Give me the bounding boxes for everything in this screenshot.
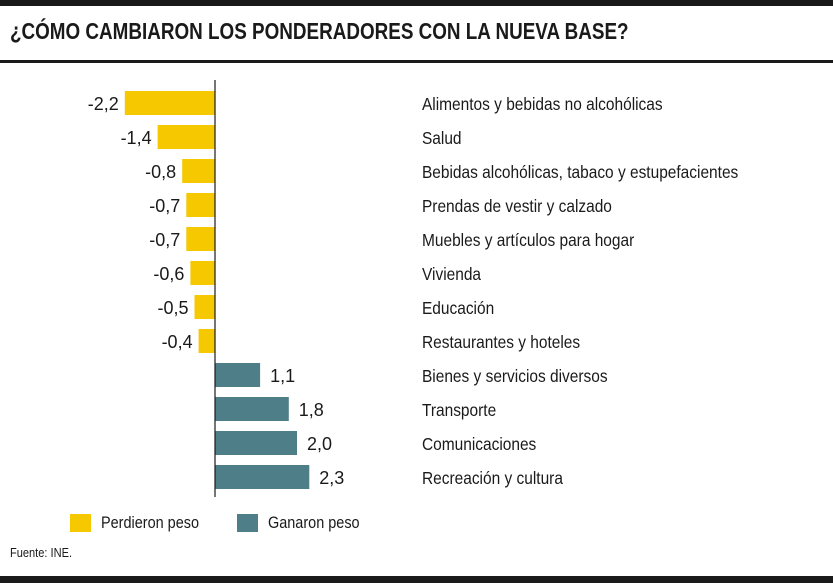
bar-value-label-9: 1,1 <box>270 366 295 386</box>
legend-gained: Ganaron peso <box>237 513 376 533</box>
bar-chart: -2,2 Alimentos y bebidas no alcohólicas -1… <box>88 80 738 497</box>
bar-value-label-1: -2,2 <box>88 94 119 114</box>
bar-value-label-8: -0,4 <box>162 332 193 352</box>
category-label-9: Bienes y servicios diversos <box>422 366 608 386</box>
bar-8 <box>198 329 215 353</box>
category-label-3: Bebidas alcohólicas, tabaco y estupefaci… <box>422 162 738 182</box>
category-label-4: Prendas de vestir y calzado <box>422 196 612 216</box>
top-rule <box>0 0 833 6</box>
bar-value-label-4: -0,7 <box>149 196 180 216</box>
title-rule <box>0 60 833 63</box>
bar-value-label-11: 2,0 <box>307 434 332 454</box>
bar-value-label-7: -0,5 <box>157 298 188 318</box>
category-label-7: Educación <box>422 298 494 318</box>
category-label-1: Alimentos y bebidas no alcohólicas <box>422 94 663 114</box>
bar-2 <box>157 125 215 149</box>
category-label-8: Restaurantes y hoteles <box>422 332 580 352</box>
category-label-6: Vivienda <box>422 264 482 284</box>
bar-value-label-2: -1,4 <box>121 128 152 148</box>
bar-12 <box>215 465 310 489</box>
bottom-rule <box>0 576 833 583</box>
bar-6 <box>190 261 215 285</box>
bar-9 <box>215 363 261 387</box>
bar-value-label-5: -0,7 <box>149 230 180 250</box>
category-label-12: Recreación y cultura <box>422 468 564 488</box>
bar-1 <box>124 91 215 115</box>
bar-5 <box>186 227 215 251</box>
legend-lost-label: Perdieron peso <box>101 513 200 532</box>
category-label-11: Comunicaciones <box>422 434 536 454</box>
bar-value-label-6: -0,6 <box>153 264 184 284</box>
legend-gained-label: Ganaron peso <box>268 513 360 532</box>
bar-value-label-3: -0,8 <box>145 162 176 182</box>
category-label-2: Salud <box>422 128 462 148</box>
legend-lost-swatch <box>70 514 91 532</box>
source-note: Fuente: INE. <box>10 545 73 560</box>
chart-title: ¿CÓMO CAMBIARON LOS PONDERADORES CON LA … <box>10 18 629 44</box>
bar-value-label-12: 2,3 <box>319 468 344 488</box>
legend-gained-swatch <box>237 514 258 532</box>
category-label-10: Transporte <box>422 400 496 420</box>
bar-value-label-10: 1,8 <box>299 400 324 420</box>
bar-7 <box>194 295 215 319</box>
bar-10 <box>215 397 289 421</box>
category-label-5: Muebles y artículos para hogar <box>422 230 635 250</box>
legend-lost: Perdieron peso <box>70 513 216 533</box>
bar-4 <box>186 193 215 217</box>
bar-3 <box>182 159 215 183</box>
bar-11 <box>215 431 297 455</box>
